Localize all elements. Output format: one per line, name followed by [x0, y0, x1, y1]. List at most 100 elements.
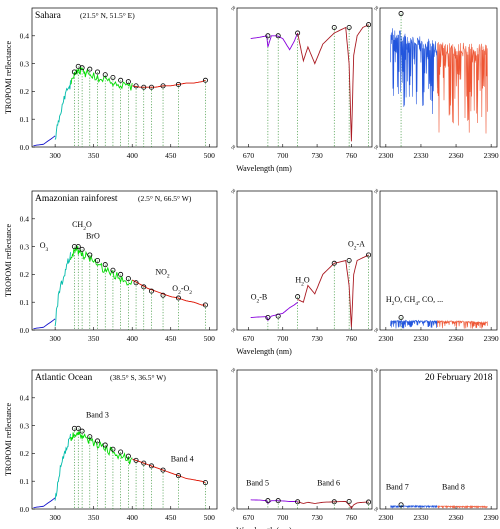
x-tick-label: 2390: [484, 513, 499, 522]
y-tick-label: 0.0: [20, 505, 30, 514]
sample-marker: [133, 83, 139, 89]
x-axis-label: Wavelength (nm): [236, 526, 292, 529]
sample-marker: [175, 81, 181, 87]
x-tick-label: 300: [50, 513, 62, 522]
x-tick-label: 400: [127, 334, 139, 343]
y-tick-label: 0.3: [20, 242, 30, 251]
spectrum-line: [390, 504, 438, 509]
sample-marker: [141, 460, 147, 466]
spectrum-line: [70, 431, 133, 465]
annotation-label: H2O: [295, 276, 310, 288]
sample-marker: [95, 257, 101, 263]
sample-marker: [95, 438, 101, 444]
x-tick-label: 670: [243, 513, 255, 522]
sample-marker: [202, 480, 208, 486]
spectrum-line: [33, 497, 56, 509]
y-tick-label: 0.2: [20, 449, 30, 458]
spectrum-line: [132, 79, 206, 88]
annotation-label: Band 8: [442, 483, 465, 492]
annotation-label: O2-A: [348, 240, 365, 252]
segment-1: 670 700 730 760 ≈ ≈: [228, 4, 373, 160]
sample-marker: [346, 24, 352, 30]
x-tick-label: 2360: [449, 513, 464, 522]
panel-amazon: Amazonian rainforest (2.5° N, 66.5° W): [35, 193, 192, 204]
spectrum-line: [131, 279, 206, 306]
x-tick-label: 350: [88, 151, 100, 160]
sample-marker: [275, 313, 281, 319]
sample-marker: [265, 33, 271, 39]
sample-marker: [346, 257, 352, 263]
spectrum-line: [54, 433, 71, 501]
annotation-label: Band 3: [86, 410, 109, 419]
x-tick-label: 2300: [378, 513, 393, 522]
sample-marker: [160, 83, 166, 89]
spectrum-line: [436, 42, 488, 134]
x-tick-label: 2390: [484, 334, 499, 343]
segment-2: 2300 2330 2360 2390 ≈ ≈: [371, 4, 498, 160]
panel-sahara: Sahara (21.5° N, 51.5° E): [35, 11, 135, 21]
segment-frame: [31, 7, 218, 148]
y-tick-label: 0.3: [20, 421, 30, 430]
sample-marker: [110, 446, 116, 452]
segment-frame: [379, 7, 498, 148]
sample-marker: [141, 84, 147, 90]
spectrum-line: [70, 66, 133, 91]
x-tick-label: 300: [50, 151, 62, 160]
x-tick-label: 700: [277, 513, 289, 522]
segment-frame: [236, 369, 373, 510]
x-axis-label: Wavelength (nm): [236, 164, 292, 173]
sample-marker: [265, 314, 271, 320]
sample-marker: [102, 262, 108, 268]
spectrum-line: [70, 245, 133, 286]
segment-2: 2300 2330 2360 2390 ≈ ≈: [371, 366, 498, 522]
x-tick-label: 760: [346, 513, 358, 522]
sample-marker: [366, 22, 372, 28]
segment-frame: [236, 190, 373, 331]
x-tick-label: 2360: [449, 334, 464, 343]
sample-marker: [79, 428, 85, 434]
y-tick-label: 0.4: [20, 394, 30, 403]
x-tick-label: 700: [277, 334, 289, 343]
y-tick-label: 0.4: [20, 215, 30, 224]
sample-marker: [265, 498, 271, 504]
y-tick-label: 0.0: [20, 143, 30, 152]
sample-marker: [331, 24, 337, 30]
annotation-label: Band 4: [171, 455, 194, 464]
x-tick-label: 300: [50, 334, 62, 343]
sample-marker: [118, 449, 124, 455]
sample-marker: [87, 252, 93, 258]
panel-plot-1: TROPOMI reflectance 0.0 0.1 0.2 0.3 0.4 Wavele…: [4, 187, 499, 356]
sample-marker: [71, 69, 77, 75]
x-tick-label: 400: [127, 513, 139, 522]
axis-break-mark: ≈: [228, 143, 238, 152]
sample-marker: [102, 442, 108, 448]
spectrum-line: [297, 501, 369, 510]
sample-marker: [331, 499, 337, 505]
sample-marker: [133, 280, 139, 286]
annotation-label: O2-B: [251, 292, 268, 304]
annotation-label: Band 6: [317, 478, 340, 487]
spectrum-line: [437, 504, 488, 509]
sample-marker: [275, 498, 281, 504]
sample-marker: [148, 288, 154, 294]
sample-marker: [398, 502, 404, 508]
axis-break-mark: ≈: [371, 143, 381, 152]
sample-marker: [118, 77, 124, 83]
x-tick-label: 2330: [413, 151, 428, 160]
sample-marker: [110, 267, 116, 273]
panel-atlantic: Atlantic Ocean (38.5° S, 36.5° W) 20 Feb…: [35, 373, 493, 383]
sample-marker: [148, 463, 154, 469]
x-tick-label: 700: [277, 151, 289, 160]
segment-2: 2300 2330 2360 2390 ≈ ≈: [371, 187, 498, 343]
sample-marker: [102, 72, 108, 78]
sample-marker: [79, 65, 85, 71]
x-tick-label: 2330: [413, 334, 428, 343]
sample-marker: [331, 260, 337, 266]
sample-marker: [398, 11, 404, 17]
x-tick-label: 450: [165, 334, 177, 343]
x-tick-label: 400: [127, 151, 139, 160]
panel-plot-2: TROPOMI reflectance 0.0 0.1 0.2 0.3 0.4 Wavele…: [4, 366, 499, 529]
x-tick-label: 500: [204, 151, 216, 160]
x-tick-label: 500: [204, 513, 216, 522]
segment-frame: [379, 369, 498, 510]
